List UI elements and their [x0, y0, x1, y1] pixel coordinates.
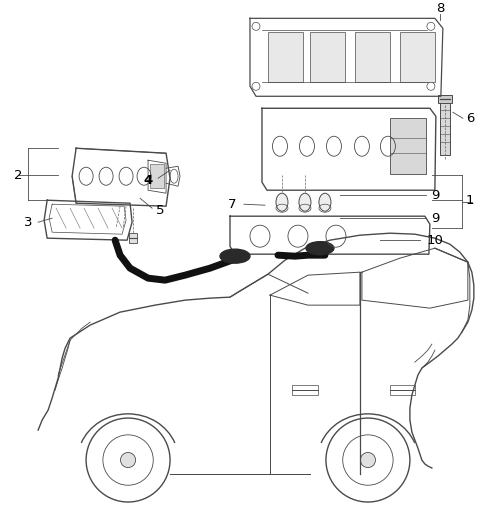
- Text: 1: 1: [466, 194, 474, 206]
- Circle shape: [427, 23, 435, 30]
- Ellipse shape: [306, 242, 334, 255]
- Text: 8: 8: [436, 2, 444, 15]
- Bar: [292, 385, 318, 395]
- Text: 10: 10: [426, 234, 444, 247]
- Circle shape: [252, 23, 260, 30]
- Bar: [390, 385, 415, 395]
- Circle shape: [427, 82, 435, 90]
- Text: 4: 4: [144, 174, 153, 187]
- Bar: [268, 32, 303, 82]
- Text: 9: 9: [431, 212, 439, 225]
- Text: 7: 7: [228, 198, 236, 211]
- Circle shape: [252, 82, 260, 90]
- Bar: [150, 164, 164, 188]
- Circle shape: [120, 453, 136, 467]
- Text: 5: 5: [156, 204, 164, 217]
- Text: 3: 3: [24, 216, 32, 228]
- Bar: [355, 32, 390, 82]
- Bar: [440, 100, 450, 155]
- Bar: [310, 32, 345, 82]
- Bar: [129, 233, 137, 243]
- Ellipse shape: [220, 249, 250, 263]
- Bar: [390, 118, 426, 174]
- Bar: [438, 95, 452, 103]
- Ellipse shape: [299, 193, 311, 211]
- Ellipse shape: [319, 193, 331, 211]
- Text: 2: 2: [14, 169, 23, 182]
- Ellipse shape: [276, 193, 288, 211]
- Circle shape: [360, 453, 375, 467]
- Bar: [400, 32, 435, 82]
- Text: 6: 6: [466, 112, 474, 125]
- Text: 9: 9: [431, 189, 439, 202]
